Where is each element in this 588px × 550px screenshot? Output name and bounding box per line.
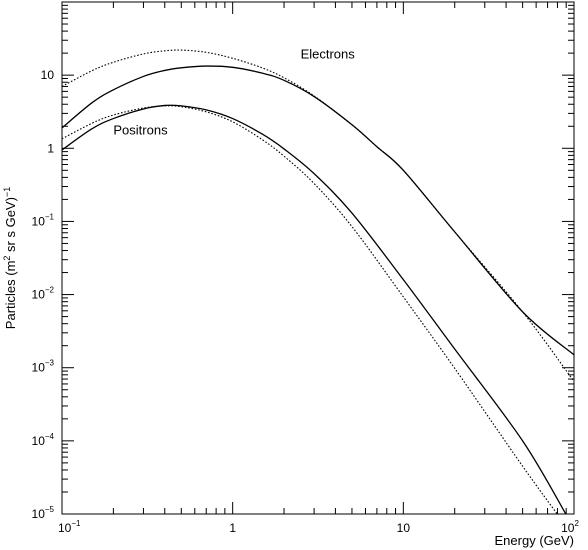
y-tick-label-exponent: −1 xyxy=(45,212,55,221)
x-tick-label-base: 10 xyxy=(397,521,411,535)
x-tick-label-base: 10 xyxy=(58,521,72,535)
plot-frame xyxy=(61,1,575,515)
x-tick-label-base: 1 xyxy=(229,521,236,535)
y-axis-title: Particles (m2 sr s GeV)−1 xyxy=(2,187,18,329)
x-tick-label-base: 10 xyxy=(561,521,575,535)
annotation-electrons: Electrons xyxy=(301,46,356,61)
electrons-solid-curve xyxy=(62,65,574,356)
y-axis-title-sup1: 2 xyxy=(2,256,12,261)
positrons-dotted-curve xyxy=(62,105,558,514)
x-tick-label-exponent: 2 xyxy=(574,519,579,528)
x-tick-label-exponent: −1 xyxy=(71,519,81,528)
y-tick-label: 10−2 xyxy=(32,286,55,302)
y-tick-label-exponent: −2 xyxy=(45,286,55,295)
y-tick-label-base: 10 xyxy=(41,68,55,82)
electrons-dotted-curve xyxy=(62,49,574,382)
y-tick-label-base: 1 xyxy=(47,141,54,155)
x-tick-label: 10 xyxy=(397,521,411,535)
x-axis-title: Energy (GeV) xyxy=(495,533,574,548)
y-tick-label: 10−3 xyxy=(32,359,55,375)
y-tick-label-exponent: −5 xyxy=(45,505,55,514)
annotation-positrons: Positrons xyxy=(113,122,168,137)
x-tick-label: 102 xyxy=(561,519,579,535)
y-tick-label-exponent: −3 xyxy=(45,359,55,368)
x-tick-label: 1 xyxy=(229,521,236,535)
y-tick-label: 1 xyxy=(47,141,54,155)
y-tick-label: 10 xyxy=(41,68,55,82)
y-tick-label-base: 10 xyxy=(32,214,46,228)
major-ticks xyxy=(61,2,575,515)
minor-ticks xyxy=(62,2,574,514)
y-tick-label-base: 10 xyxy=(32,434,46,448)
y-tick-label-base: 10 xyxy=(32,361,46,375)
positrons-solid-curve xyxy=(62,104,567,514)
y-tick-label: 10−1 xyxy=(32,212,55,228)
y-tick-label: 10−5 xyxy=(32,505,55,521)
y-tick-label-base: 10 xyxy=(32,507,46,521)
y-axis-title-main: Particles (m xyxy=(3,261,18,330)
y-axis-title-mid: sr s GeV) xyxy=(3,197,18,256)
y-tick-label-exponent: −4 xyxy=(45,432,55,441)
y-axis-title-sup2: −1 xyxy=(2,187,12,197)
curves xyxy=(62,49,574,514)
y-tick-label: 10−4 xyxy=(32,432,55,448)
x-tick-label: 10−1 xyxy=(58,519,81,535)
y-tick-label-base: 10 xyxy=(32,288,46,302)
